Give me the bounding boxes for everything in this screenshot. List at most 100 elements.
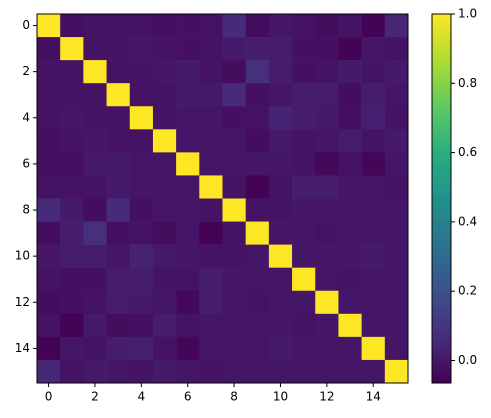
heatmap-cell <box>83 267 107 292</box>
heatmap-cell <box>37 106 61 130</box>
y-tick-label: 12 <box>15 295 30 309</box>
plot-frame <box>36 13 409 384</box>
heatmap-cell <box>60 244 84 268</box>
heatmap-cell <box>361 152 386 176</box>
heatmap-cell <box>152 267 177 292</box>
heatmap-cell <box>384 83 409 107</box>
heatmap-cell <box>37 221 61 245</box>
colorbar-slice <box>432 299 451 304</box>
heatmap-cell <box>338 336 362 361</box>
heatmap-cell <box>199 359 223 384</box>
colorbar-slice <box>432 53 451 58</box>
heatmap-cell <box>384 152 409 176</box>
heatmap-cell <box>60 221 84 245</box>
heatmap-cell <box>106 359 131 384</box>
colorbar-slice <box>432 339 451 344</box>
heatmap-cell <box>361 14 386 38</box>
colorbar-slice <box>432 318 451 322</box>
heatmap-cell <box>152 14 177 38</box>
heatmap-cell <box>315 221 339 245</box>
heatmap-cell <box>106 198 131 222</box>
colorbar-slice <box>432 324 451 329</box>
heatmap-cell <box>315 359 339 384</box>
heatmap-cell <box>199 37 223 61</box>
y-tick-label: 8 <box>22 203 30 217</box>
heatmap-cell <box>176 175 200 199</box>
colorbar-slice <box>432 20 451 24</box>
heatmap-cell <box>338 83 362 107</box>
colorbar-slice <box>432 84 451 89</box>
heatmap-cell <box>37 152 61 176</box>
colorbar-slice <box>432 170 451 175</box>
heatmap-cell <box>152 359 177 384</box>
heatmap-cell <box>106 221 131 245</box>
heatmap-cell <box>106 313 131 338</box>
heatmap-cell <box>37 359 61 384</box>
heatmap-cell <box>129 83 154 107</box>
colorbar-tick-label: 0.6 <box>458 145 477 159</box>
heatmap-cell <box>361 175 386 199</box>
heatmap-cell <box>199 60 223 84</box>
colorbar-slice <box>432 35 451 40</box>
heatmap-cell <box>338 198 362 222</box>
colorbar-slice <box>432 361 451 366</box>
heatmap-cell <box>245 244 270 268</box>
heatmap-cell <box>361 129 386 153</box>
y-tick-label: 14 <box>15 341 30 355</box>
heatmap-cell <box>176 60 200 84</box>
colorbar-tick-label: 0.8 <box>458 76 477 90</box>
colorbar-slice <box>432 23 451 27</box>
heatmap-cell <box>384 221 409 245</box>
heatmap-cell <box>384 106 409 130</box>
heatmap-cell <box>176 267 200 292</box>
heatmap-cell <box>292 37 316 61</box>
colorbar-slice <box>432 229 451 233</box>
heatmap-cell <box>245 221 270 245</box>
colorbar-slice <box>432 60 451 64</box>
heatmap-cell <box>245 83 270 107</box>
heatmap-cell <box>106 336 131 361</box>
heatmap-cell <box>129 106 154 130</box>
heatmap-cell <box>268 37 293 61</box>
colorbar-slice <box>432 32 451 37</box>
heatmap-cell <box>222 359 246 384</box>
heatmap-cell <box>37 129 61 153</box>
colorbar-slice <box>432 81 451 86</box>
colorbar-slice <box>432 306 451 310</box>
heatmap-cell <box>152 244 177 268</box>
heatmap-cell <box>60 290 84 315</box>
colorbar-slice <box>432 198 451 203</box>
colorbar-tick-label: 0.2 <box>458 284 477 298</box>
heatmap-cell <box>106 267 131 292</box>
heatmap-cell <box>268 244 293 268</box>
x-tick-label: 6 <box>184 390 192 404</box>
x-tick-label: 14 <box>366 390 381 404</box>
colorbar-slice <box>432 164 451 169</box>
heatmap-cell <box>222 129 246 153</box>
colorbar-tick-label: 0.4 <box>458 214 477 228</box>
heatmap-cell <box>106 106 131 130</box>
colorbar-slice <box>432 118 451 123</box>
heatmap-cell <box>315 244 339 268</box>
colorbar-slice <box>432 69 451 73</box>
colorbar-slice <box>432 41 451 46</box>
colorbar-slice <box>432 143 451 147</box>
heatmap-cell <box>60 152 84 176</box>
colorbar-slice <box>432 379 451 384</box>
heatmap-cell <box>384 129 409 153</box>
heatmap-cell <box>222 14 246 38</box>
heatmap-cell <box>292 14 316 38</box>
colorbar-slice <box>432 327 451 332</box>
heatmap-cell <box>338 290 362 315</box>
heatmap-cell <box>268 129 293 153</box>
heatmap-cell <box>176 129 200 153</box>
heatmap-cell <box>106 152 131 176</box>
colorbar-slice <box>432 293 451 298</box>
colorbar-slice <box>432 87 451 92</box>
colorbar-tick-label: 1.0 <box>458 7 477 21</box>
heatmap-cell <box>37 244 61 268</box>
colorbar-slice <box>432 106 451 110</box>
heatmap-cell <box>37 83 61 107</box>
heatmap-cell <box>245 198 270 222</box>
heatmap-cell <box>37 290 61 315</box>
